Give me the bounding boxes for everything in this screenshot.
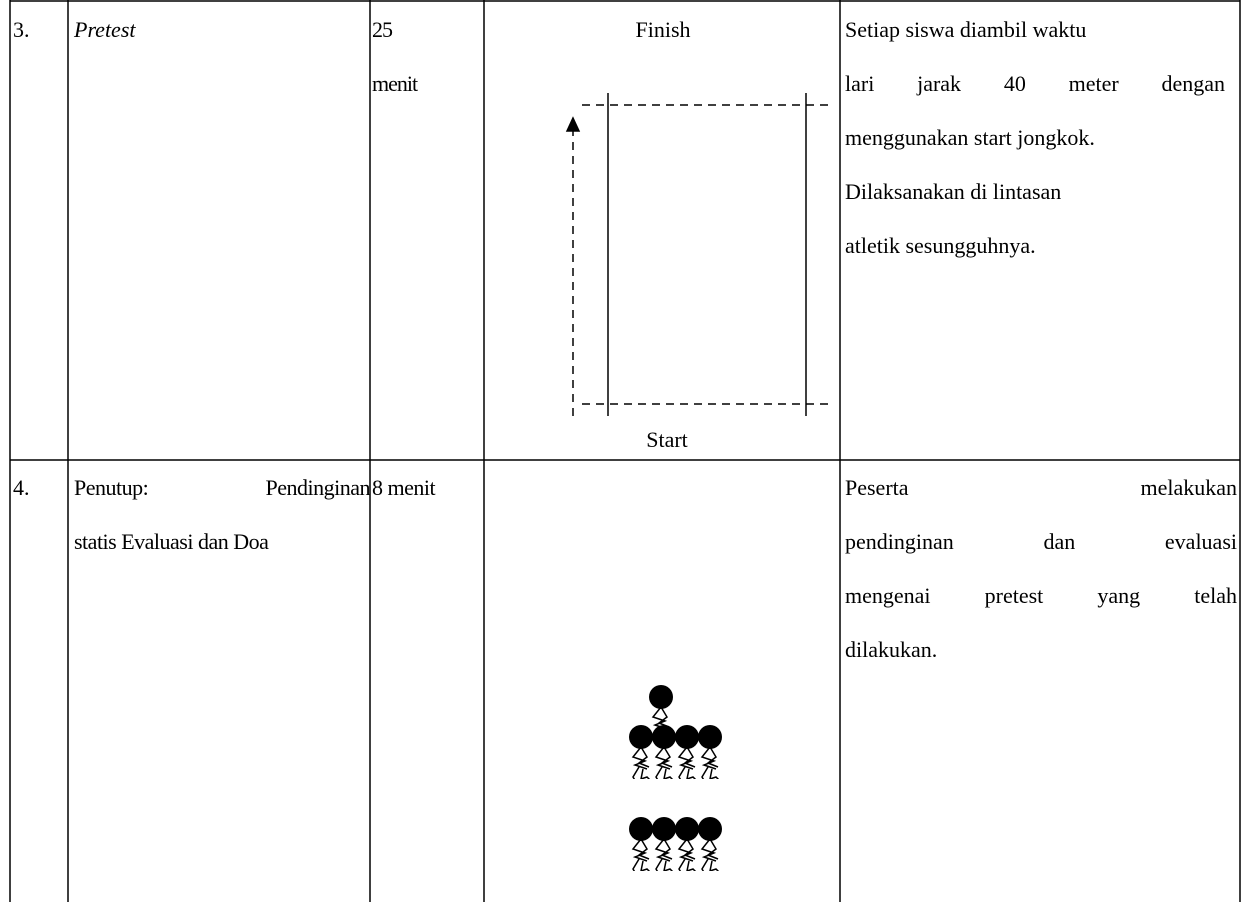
description-line: atletik sesungguhnya. [845,233,1036,258]
description-line: Peserta melakukan [845,475,1237,500]
activity: Penutup: Pendinginan statis Evaluasi dan… [74,461,371,569]
row-number: 4. [13,475,30,500]
description: Setiap siswa diambil waktu lari jarak 40… [845,3,1225,273]
description-line: Setiap siswa diambil waktu [845,17,1087,42]
duration: 8 menit [372,461,436,515]
duration: 25 menit [372,3,418,111]
description: Peserta melakukan pendinginan dan evalua… [845,461,1237,677]
activity-line: Penutup: Pendinginan [74,475,371,500]
description-line: menggunakan start jongkok. [845,125,1095,150]
description-line: pendinginan dan evaluasi [845,529,1237,554]
duration-line: menit [372,71,418,96]
description-line: lari jarak 40 meter dengan [845,71,1225,96]
description-line: dilakukan. [845,637,938,662]
description-line: mengenai pretest yang telah [845,583,1237,608]
track-diagram [565,93,828,416]
grid [9,0,1241,902]
duration-line: 8 menit [372,475,436,500]
activity-line: Pretest [74,17,136,42]
row-number: 3. [13,17,30,42]
start-label: Start [646,427,688,452]
finish-label: Finish [635,17,691,42]
activity-line: statis Evaluasi dan Doa [74,529,269,554]
stick-figures [629,685,722,874]
activity: Pretest [74,3,136,57]
duration-line: 25 [372,17,393,42]
description-line: Dilaksanakan di lintasan [845,179,1062,204]
